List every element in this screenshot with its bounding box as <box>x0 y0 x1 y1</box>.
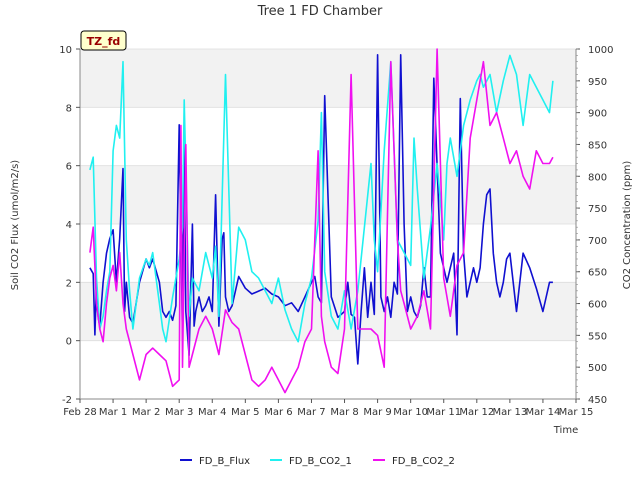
x-tick-label: Feb 28 <box>63 407 97 418</box>
plot-bands <box>80 48 576 400</box>
x-tick-label: Mar 12 <box>459 407 494 418</box>
x-tick-label: Mar 11 <box>426 407 461 418</box>
tag-box <box>80 30 127 51</box>
y-tick-label: 4 <box>66 220 72 231</box>
tz-tag: TZ_fd <box>80 30 127 51</box>
x-tick-label: Mar 4 <box>198 407 226 418</box>
y2-tick-label: 550 <box>588 331 607 342</box>
series-line-fd-b-co2-2 <box>89 48 554 394</box>
y-tick-label: 0 <box>66 337 72 348</box>
y-tick-label: -2 <box>62 395 72 406</box>
legend-label: FD_B_CO2_2 <box>392 456 455 467</box>
x-tick-label: Mar 5 <box>231 407 259 418</box>
x-tick-label: Mar 3 <box>165 407 193 418</box>
y2-tick-label: 700 <box>588 236 607 247</box>
y2-tick-label: 900 <box>588 109 607 120</box>
y2-tick-label: 750 <box>588 204 607 215</box>
y2-tick-label: 950 <box>588 77 607 88</box>
series-line-fd-b-co2-1 <box>89 54 554 343</box>
y2-tick-label: 450 <box>588 395 607 406</box>
legend: FD_B_Flux FD_B_CO2_1 FD_B_CO2_2 <box>180 456 455 467</box>
legend-label: FD_B_CO2_1 <box>289 456 352 467</box>
x-tick-label: Mar 6 <box>264 407 292 418</box>
y-tick-label: 2 <box>66 278 72 289</box>
y2-tick-label: 800 <box>588 172 607 183</box>
x-tick-label: Mar 15 <box>559 407 594 418</box>
y2-tick-label: 650 <box>588 268 607 279</box>
y2-axis-label: CO2 Concentration (ppm) <box>622 161 633 290</box>
x-tick-label: Mar 2 <box>132 407 160 418</box>
plot-series <box>89 48 554 394</box>
axes: -2 0 2 4 6 8 10 450 500 550 600 650 700 750 800 850 900 9… <box>59 45 613 418</box>
x-tick-label: Mar 8 <box>330 407 358 418</box>
y-axis-label: Soil CO2 Flux (umol/m2/s) <box>10 160 21 290</box>
y-tick-label: 10 <box>59 45 72 56</box>
x-tick-label: Mar 10 <box>393 407 428 418</box>
chart-title: Tree 1 FD Chamber <box>257 4 383 19</box>
y2-tick-label: 1000 <box>588 45 613 56</box>
x-tick-label: Mar 9 <box>363 407 391 418</box>
x-tick-label: Mar 1 <box>99 407 127 418</box>
y-tick-label: 6 <box>66 162 72 173</box>
y2-tick-label: 600 <box>588 300 607 311</box>
x-tick-label: Mar 13 <box>492 407 527 418</box>
x-axis-label: Time <box>553 425 578 436</box>
legend-label: FD_B_Flux <box>199 456 250 467</box>
grid-band <box>80 49 576 108</box>
y2-tick-label: 850 <box>588 140 607 151</box>
x-tick-label: Mar 7 <box>297 407 325 418</box>
y2-tick-label: 500 <box>588 363 607 374</box>
tag-text: TZ_fd <box>87 35 121 48</box>
x-tick-label: Mar 14 <box>526 407 561 418</box>
y-tick-label: 8 <box>66 103 72 114</box>
